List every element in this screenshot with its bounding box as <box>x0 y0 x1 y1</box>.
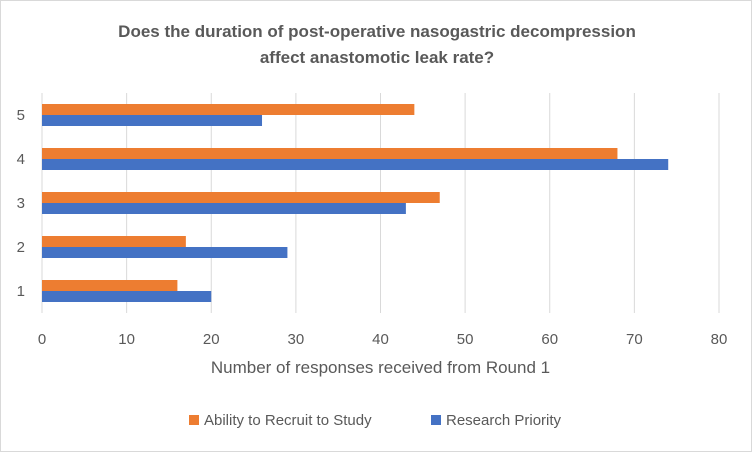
legend-swatch <box>431 415 441 425</box>
bar-research-priority <box>42 203 406 214</box>
x-tick-labels: 0 10 20 30 40 50 60 70 80 <box>38 331 728 348</box>
legend-swatch <box>189 415 199 425</box>
bar-research-priority <box>42 159 669 170</box>
bar-research-priority <box>42 247 288 258</box>
x-axis-title: Number of responses received from Round … <box>211 358 550 377</box>
x-tick-label: 20 <box>203 331 220 348</box>
y-tick-label: 1 <box>17 283 25 300</box>
y-tick-label: 2 <box>17 239 25 256</box>
x-tick-label: 40 <box>372 331 389 348</box>
x-tick-label: 60 <box>541 331 558 348</box>
bar-ability-to-recruit <box>42 192 440 203</box>
y-tick-label: 5 <box>17 107 25 124</box>
legend: Ability to Recruit to Study Research Prio… <box>189 412 562 429</box>
x-tick-label: 10 <box>118 331 135 348</box>
x-tick-label: 50 <box>457 331 474 348</box>
x-tick-label: 30 <box>288 331 305 348</box>
bar-research-priority <box>42 115 263 126</box>
chart-title-line-2: affect anastomotic leak rate? <box>259 48 495 67</box>
bar-ability-to-recruit <box>42 148 618 159</box>
bar-ability-to-recruit <box>42 104 415 115</box>
y-tick-label: 4 <box>17 151 25 168</box>
y-tick-labels: 1 2 3 4 5 <box>17 107 25 300</box>
x-tick-label: 0 <box>38 331 46 348</box>
bars <box>42 104 669 302</box>
chart-title-line-1: Does the duration of post-operative naso… <box>118 22 636 41</box>
chart-title: Does the duration of post-operative naso… <box>1 19 752 71</box>
x-tick-label: 80 <box>711 331 728 348</box>
bar-research-priority <box>42 291 212 302</box>
legend-label: Research Priority <box>446 412 562 429</box>
legend-label: Ability to Recruit to Study <box>204 412 372 429</box>
bar-ability-to-recruit <box>42 280 178 291</box>
bar-ability-to-recruit <box>42 236 186 247</box>
y-tick-label: 3 <box>17 195 25 212</box>
x-tick-label: 70 <box>626 331 643 348</box>
